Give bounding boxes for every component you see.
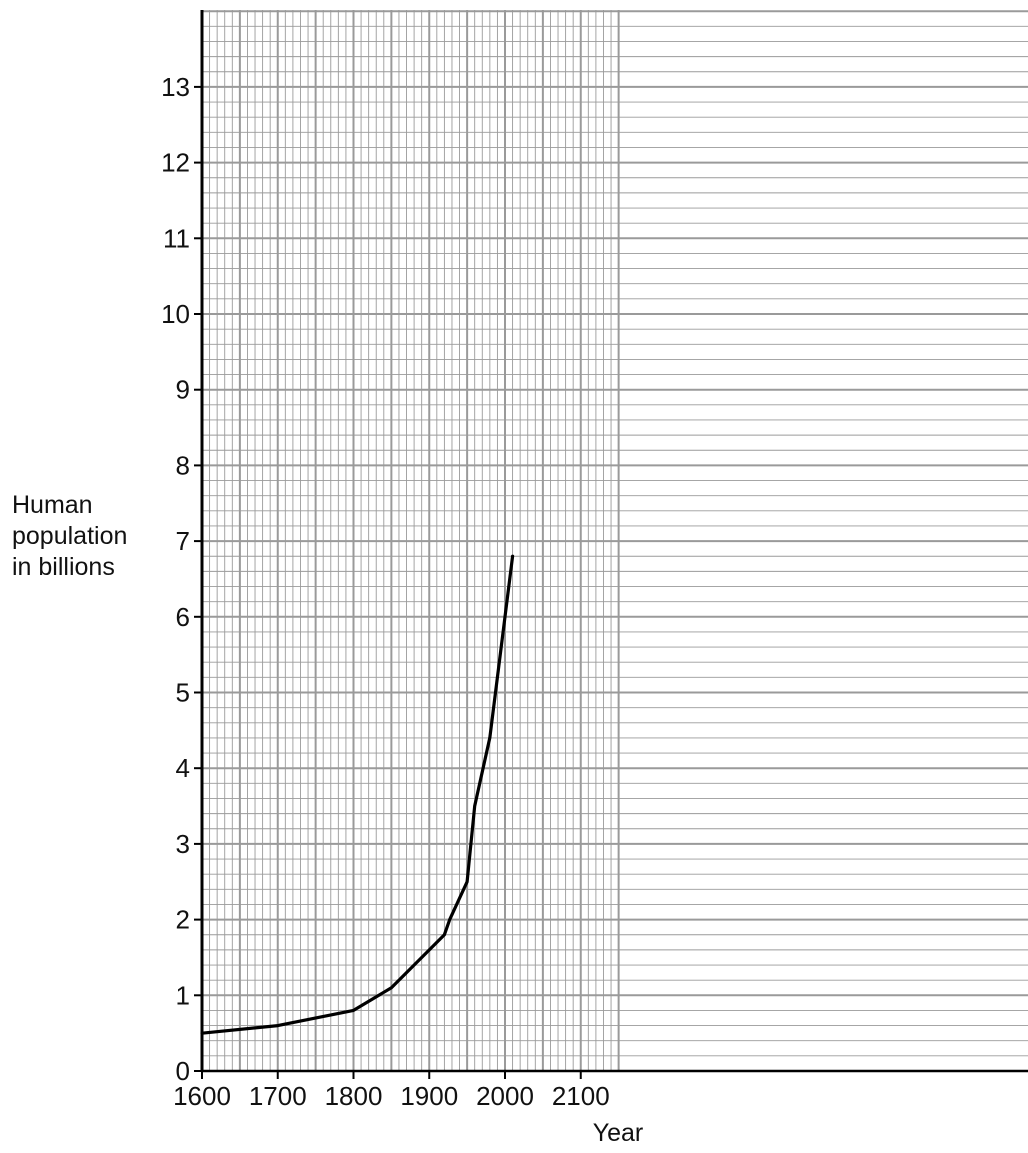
y-tick-label: 10	[161, 299, 190, 329]
y-tick-label: 1	[176, 980, 190, 1010]
y-axis-title-line-2: population	[12, 522, 128, 550]
grid-major	[201, 10, 1028, 1072]
y-tick-label: 7	[176, 526, 190, 556]
y-tick-label: 2	[176, 905, 190, 935]
y-axis-title-line-3: in billions	[12, 553, 115, 581]
y-tick-label: 0	[176, 1056, 190, 1086]
y-tick-label: 9	[176, 375, 190, 405]
y-tick-label: 6	[176, 602, 190, 632]
y-tick-label: 4	[176, 753, 190, 783]
x-tick-label: 1700	[249, 1081, 307, 1111]
x-tick-labels: 1600 1700 1800 1900 2000 2100	[173, 1081, 610, 1111]
x-tick-label: 1900	[400, 1081, 458, 1111]
y-tick-label: 8	[176, 450, 190, 480]
y-axis-title-line-1: Human	[12, 491, 93, 519]
x-tick-label: 1800	[325, 1081, 383, 1111]
y-tick-label: 13	[161, 72, 190, 102]
x-tick-label: 2000	[476, 1081, 534, 1111]
population-line	[200, 554, 515, 1035]
x-tick-label: 1600	[173, 1081, 231, 1111]
series-group	[200, 554, 515, 1035]
x-axis-title: Year	[593, 1119, 644, 1147]
y-tick-label: 3	[176, 829, 190, 859]
axes	[194, 10, 1028, 1079]
y-tick-label: 5	[176, 678, 190, 708]
y-axis-title: Human population in billions	[12, 490, 127, 583]
y-tick-label: 11	[163, 223, 190, 253]
y-tick-label: 12	[161, 148, 190, 178]
x-tick-label: 2100	[552, 1081, 610, 1111]
